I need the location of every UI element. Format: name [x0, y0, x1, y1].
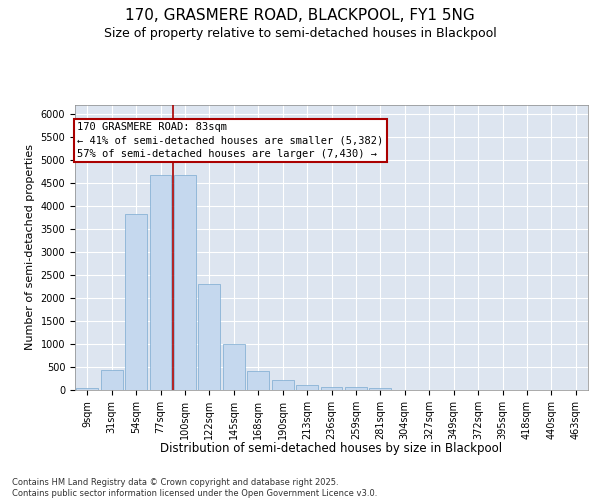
- Bar: [149, 175, 172, 390]
- Bar: [345, 387, 367, 390]
- Bar: [174, 175, 196, 390]
- Bar: [199, 284, 220, 390]
- Bar: [320, 387, 343, 390]
- Bar: [370, 388, 391, 390]
- X-axis label: Distribution of semi-detached houses by size in Blackpool: Distribution of semi-detached houses by …: [160, 442, 503, 455]
- Text: Size of property relative to semi-detached houses in Blackpool: Size of property relative to semi-detach…: [104, 28, 496, 40]
- Y-axis label: Number of semi-detached properties: Number of semi-detached properties: [25, 144, 35, 350]
- Bar: [125, 214, 147, 390]
- Bar: [223, 344, 245, 390]
- Bar: [247, 371, 269, 390]
- Text: 170, GRASMERE ROAD, BLACKPOOL, FY1 5NG: 170, GRASMERE ROAD, BLACKPOOL, FY1 5NG: [125, 8, 475, 22]
- Bar: [101, 370, 122, 390]
- Text: Contains HM Land Registry data © Crown copyright and database right 2025.
Contai: Contains HM Land Registry data © Crown c…: [12, 478, 377, 498]
- Bar: [296, 386, 318, 390]
- Bar: [76, 388, 98, 390]
- Bar: [272, 380, 293, 390]
- Text: 170 GRASMERE ROAD: 83sqm
← 41% of semi-detached houses are smaller (5,382)
57% o: 170 GRASMERE ROAD: 83sqm ← 41% of semi-d…: [77, 122, 383, 159]
